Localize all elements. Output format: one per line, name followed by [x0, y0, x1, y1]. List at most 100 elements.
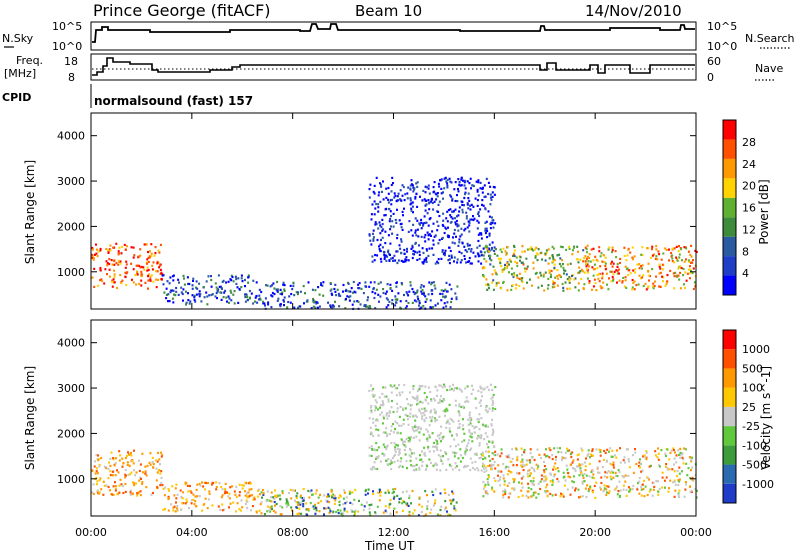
velocity-cell [274, 504, 276, 507]
velocity-cell [298, 512, 301, 515]
velocity-cell [391, 456, 394, 459]
velocity-cell [419, 454, 421, 457]
power-cell [447, 259, 450, 262]
velocity-cell [105, 467, 108, 470]
power-cell [424, 240, 427, 243]
velocity-cell [513, 478, 516, 481]
power-cell [621, 281, 624, 284]
velocity-cell [144, 465, 147, 468]
velocity-cell [467, 400, 470, 403]
power-cell [390, 190, 393, 193]
power-cell [395, 301, 398, 304]
power-cell [660, 258, 663, 261]
power-cell [436, 260, 439, 263]
power-cell [497, 281, 500, 284]
power-cell [131, 278, 133, 281]
velocity-cell [297, 503, 300, 506]
power-cell [662, 252, 665, 255]
power-cell [642, 284, 645, 288]
power-cell [611, 246, 614, 249]
power-cell [580, 277, 583, 281]
velocity-cell [657, 493, 660, 496]
power-cell [525, 257, 528, 260]
power-cell [275, 288, 278, 291]
power-cell [551, 245, 554, 248]
velocity-cell [158, 458, 161, 461]
power-cell [686, 272, 689, 275]
velocity-cell [409, 408, 412, 411]
power-cell [119, 260, 122, 263]
velocity-cell [456, 434, 458, 437]
power-cell [378, 245, 380, 248]
power-cell [671, 247, 674, 250]
power-cell [665, 282, 668, 285]
power-cell [252, 279, 255, 282]
velocity-cell [439, 514, 442, 517]
power-cell [518, 277, 521, 280]
power-cell [466, 202, 469, 205]
power-cell [452, 210, 455, 213]
power-cell [461, 211, 464, 214]
velocity-cell [672, 447, 675, 450]
velocity-cell [416, 395, 419, 398]
velocity-cell [167, 509, 170, 512]
power-cell [536, 259, 539, 262]
power-cell [485, 220, 488, 223]
velocity-cell [155, 467, 158, 470]
velocity-cell [481, 454, 484, 457]
velocity-cell [484, 450, 487, 453]
power-cell [460, 259, 463, 262]
power-cell [486, 250, 489, 253]
power-cell [659, 267, 662, 270]
velocity-cell [624, 461, 626, 464]
power-cell [264, 304, 266, 307]
velocity-cell [491, 399, 494, 403]
power-cell [394, 295, 397, 298]
velocity-cell [447, 493, 450, 496]
power-cell [653, 253, 656, 256]
power-cell [450, 254, 453, 257]
velocity-cell [427, 447, 430, 450]
power-cell [364, 305, 367, 308]
velocity-cell [466, 385, 469, 388]
velocity-cell [677, 493, 680, 496]
power-cell [416, 289, 419, 292]
power-cell [345, 297, 347, 301]
velocity-cell [532, 477, 535, 480]
power-cell [433, 200, 436, 203]
velocity-cell [479, 387, 482, 390]
power-cell [647, 262, 650, 265]
power-cell [214, 295, 217, 298]
power-cell [426, 212, 429, 215]
power-cell [487, 210, 490, 213]
velocity-cell [488, 475, 490, 478]
velocity-cell [141, 452, 144, 455]
power-cell [178, 281, 180, 284]
velocity-cell [190, 502, 193, 505]
power-cell [457, 190, 460, 193]
velocity-cell [454, 462, 457, 465]
power-cell [147, 273, 150, 276]
power-cell [556, 275, 559, 278]
velocity-cell [577, 465, 580, 468]
power-cell [601, 275, 604, 278]
power-cell [352, 280, 355, 284]
velocity-cell [108, 461, 110, 464]
velocity-cell [506, 484, 509, 487]
power-cell [108, 262, 111, 266]
power-cell [151, 268, 154, 271]
power-cell [163, 291, 166, 294]
power-cell [185, 303, 187, 306]
power-cell [216, 290, 219, 293]
colorbar-tick-label: 500 [742, 362, 763, 375]
velocity-cell [691, 466, 694, 469]
power-cell [654, 280, 656, 283]
power-cell [584, 246, 587, 249]
velocity-cell [478, 413, 481, 416]
power-cell [373, 213, 376, 216]
velocity-cell [602, 489, 605, 492]
velocity-cell [572, 481, 575, 484]
velocity-cell [521, 486, 524, 489]
velocity-cell [383, 446, 386, 449]
